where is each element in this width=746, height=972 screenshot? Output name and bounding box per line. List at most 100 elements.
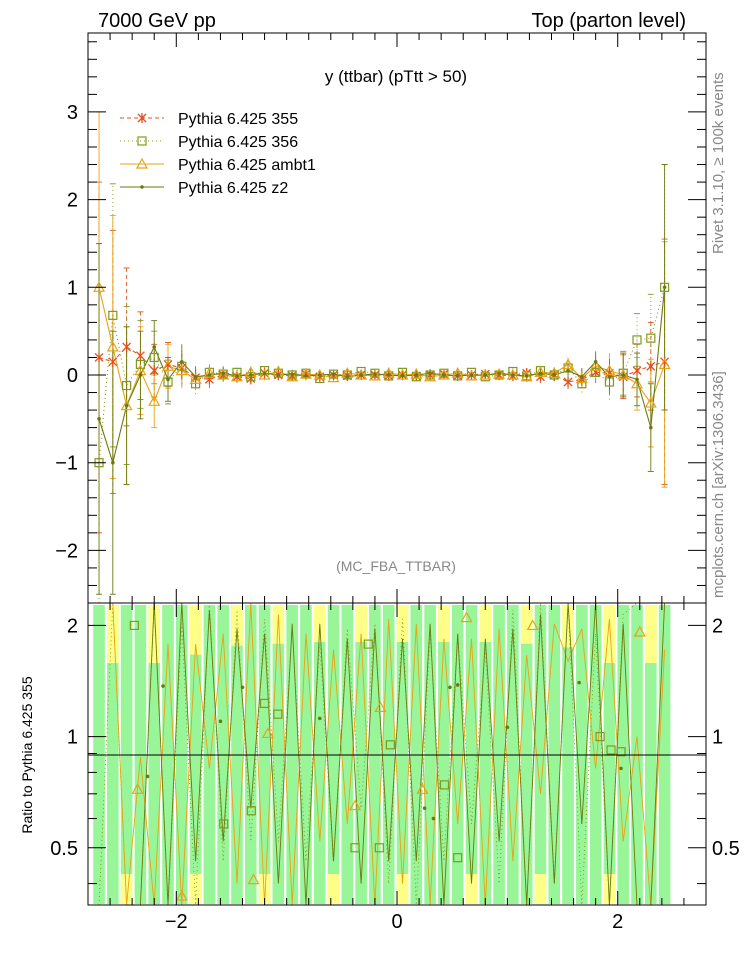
data-point-z2: [538, 371, 543, 376]
legend-marker-s355: [137, 113, 147, 123]
ratio-marker-z2: [448, 685, 452, 690]
ratio-marker-z2: [619, 766, 623, 771]
ratio-line-z2: [99, 602, 666, 906]
legend-marker-ambt1: [135, 157, 149, 169]
ratio-band-yellow: [534, 874, 547, 904]
data-point-z2: [511, 373, 515, 377]
ratio-band-yellow: [438, 605, 450, 642]
data-point-ambt1: [189, 373, 202, 384]
ratio-tick-label-left: 0.5: [50, 838, 78, 860]
data-point-z2: [166, 377, 170, 382]
ratio-marker-ambt1: [633, 625, 646, 637]
data-point-ambt1: [203, 367, 216, 378]
data-point-z2: [607, 374, 612, 379]
ratio-band-yellow: [327, 874, 340, 904]
data-point-ambt1: [355, 368, 368, 380]
ratio-band-yellow: [603, 605, 616, 663]
data-point-z2: [193, 374, 198, 379]
ratio-band-yellow: [148, 605, 161, 663]
data-point-ambt1: [161, 359, 175, 371]
ratio-band-yellow: [520, 605, 533, 644]
data-point-ambt1: [437, 368, 450, 380]
ratio-marker-ambt1: [349, 799, 362, 811]
data-point-z2: [111, 460, 115, 465]
ratio-marker-z2: [317, 716, 322, 721]
legend: Pythia 6.425 355 Pythia 6.425 356 Pythia 6…: [120, 111, 316, 197]
data-point-ambt1: [658, 358, 671, 370]
ratio-marker-ambt1: [175, 889, 188, 901]
ratio-marker-z2: [218, 719, 223, 724]
data-point-ambt1: [603, 364, 616, 376]
data-point-ambt1: [631, 377, 644, 389]
data-point-z2: [180, 360, 184, 364]
data-point-z2: [593, 360, 598, 364]
data-point-s356: [577, 379, 587, 389]
ratio-marker-z2: [161, 684, 165, 688]
ratio-marker-s356: [350, 843, 360, 853]
data-point-ambt1: [410, 367, 423, 379]
y-tick-label: −2: [55, 540, 78, 562]
data-point-ambt1: [465, 369, 478, 381]
legend-label-ambt1: Pythia 6.425 ambt1: [178, 157, 316, 174]
ratio-marker-s356: [129, 620, 139, 631]
data-point-z2: [428, 371, 432, 376]
ratio-band-yellow: [396, 874, 409, 904]
data-point-ambt1: [368, 369, 381, 381]
data-point-ambt1: [520, 370, 533, 382]
data-point-ambt1: [493, 367, 506, 379]
ratio-marker-z2: [455, 683, 460, 687]
data-point-z2: [649, 425, 653, 430]
ratio-marker-s356: [385, 740, 395, 750]
data-point-s355: [108, 356, 118, 367]
data-point-z2: [635, 377, 639, 382]
ratio-marker-ambt1: [261, 727, 274, 739]
data-point-z2: [386, 373, 391, 377]
ratio-band-yellow: [479, 605, 492, 642]
data-point-z2: [414, 373, 419, 377]
data-point-z2: [221, 371, 225, 376]
x-tick-label: 2: [612, 911, 623, 933]
data-point-ambt1: [258, 368, 271, 380]
ratio-marker-ambt1: [247, 873, 260, 885]
ratio-marker-s356: [259, 698, 270, 708]
legend-label-s356: Pythia 6.425 356: [178, 134, 298, 151]
data-point-s356: [108, 310, 118, 320]
data-point-s356: [122, 380, 132, 391]
ratio-marker-ambt1: [374, 701, 387, 712]
data-point-z2: [524, 374, 529, 378]
data-point-z2: [304, 374, 308, 378]
data-point-ambt1: [148, 395, 161, 406]
source-label: mcplots.cern.ch [arXiv:1306.3436]: [710, 371, 727, 598]
y-tick-label: 3: [67, 102, 78, 124]
ratio-ylabel: Ratio to Pythia 6.425 355: [19, 676, 35, 833]
ratio-band-yellow: [603, 874, 616, 904]
ratio-marker-s356: [363, 639, 373, 649]
ratio-band-yellow: [120, 874, 133, 904]
ratio-marker-s356: [439, 780, 450, 790]
ratio-marker-s356: [273, 709, 283, 719]
ratio-tick-label-right: 1: [712, 727, 723, 749]
ratio-band-yellow: [562, 605, 574, 648]
data-point-z2: [552, 373, 557, 377]
ratio-marker-z2: [577, 680, 581, 685]
ratio-marker-z2: [145, 774, 150, 779]
data-point-s355: [632, 365, 642, 376]
data-point-s355: [94, 352, 104, 363]
data-point-s356: [370, 368, 380, 378]
data-point-z2: [359, 373, 363, 377]
tick-labels: −2 0 2 −2 −1 0 1 2 3 0.5 0.5 1 1 2 2: [50, 102, 740, 933]
data-point-ambt1: [382, 367, 395, 378]
ratio-marker-s356: [595, 732, 605, 742]
data-point-ambt1: [506, 368, 519, 380]
legend-marker-s356: [137, 136, 147, 146]
data-point-ambt1: [313, 368, 326, 380]
chart-title: y (ttbar) (pTtt > 50): [325, 67, 467, 86]
ratio-band-yellow: [258, 874, 271, 904]
y-tick-label: 1: [67, 277, 78, 299]
data-point-z2: [331, 372, 336, 376]
data-point-z2: [152, 345, 157, 349]
data-point-s356: [632, 335, 642, 345]
legend-label-z2: Pythia 6.425 z2: [178, 180, 288, 197]
data-point-z2: [373, 372, 377, 376]
